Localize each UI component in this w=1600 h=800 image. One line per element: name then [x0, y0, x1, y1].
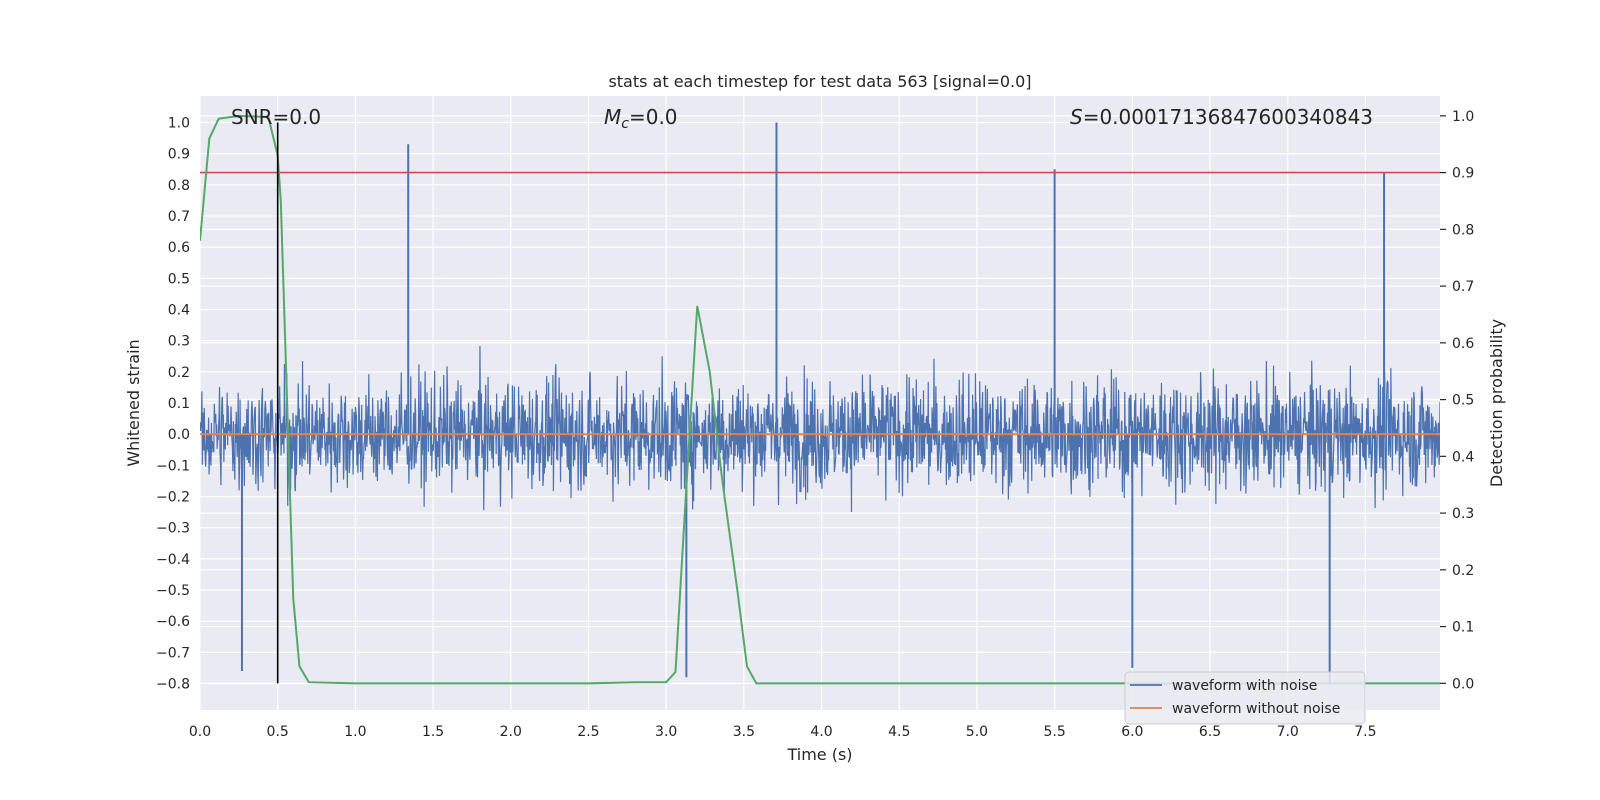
y-left-tick-label: 0.3: [168, 334, 190, 350]
x-tick-label: 4.0: [810, 724, 832, 740]
y-left-tick-label: 0.6: [168, 240, 190, 256]
legend-label-noise: waveform with noise: [1172, 678, 1317, 694]
x-tick-label: 5.0: [966, 724, 988, 740]
y-left-tick-label: 0.1: [168, 396, 190, 412]
y-left-tick-label: −0.2: [156, 490, 190, 506]
y-left-tick-label: −0.8: [156, 677, 190, 693]
legend: waveform with noise waveform without noi…: [1124, 671, 1366, 725]
y-right-tick-label: 0.6: [1452, 336, 1474, 352]
y-left-tick-label: 0.2: [168, 365, 190, 381]
y-left-tick-label: −0.3: [156, 521, 190, 537]
y-left-tick-label: 0.0: [168, 427, 190, 443]
x-tick-label: 4.5: [888, 724, 910, 740]
y-axis-left-ticks: −0.8 −0.7 −0.6 −0.5 −0.4 −0.3 −0.2 −0.1 0.0 0.1 0.…: [156, 115, 190, 692]
x-tick-label: 2.5: [577, 724, 599, 740]
x-axis-label: Time (s): [786, 745, 852, 764]
y-left-tick-label: −0.7: [156, 645, 190, 661]
y-right-tick-label: 0.0: [1452, 676, 1474, 692]
chart-title: stats at each timestep for test data 563…: [608, 72, 1031, 91]
x-tick-label: 7.0: [1277, 724, 1299, 740]
x-tick-label: 6.5: [1199, 724, 1221, 740]
legend-box: [1124, 671, 1366, 725]
y-right-tick-label: 0.1: [1452, 620, 1474, 636]
y-left-tick-label: 0.9: [168, 147, 190, 163]
x-tick-label: 2.0: [500, 724, 522, 740]
x-tick-label: 3.5: [733, 724, 755, 740]
y-right-tick-label: 0.7: [1452, 279, 1474, 295]
y-right-tick-label: 1.0: [1452, 109, 1474, 125]
y-right-tick-label: 0.5: [1452, 393, 1474, 409]
mc-symbol: M: [604, 105, 621, 129]
mc-value: =0.0: [629, 105, 678, 129]
mc-annotation: Mc=0.0: [604, 105, 678, 132]
x-tick-label: 1.5: [422, 724, 444, 740]
y-left-tick-label: −0.6: [156, 614, 190, 630]
x-tick-label: 6.0: [1121, 724, 1143, 740]
x-tick-label: 3.0: [655, 724, 677, 740]
y-left-tick-label: 0.4: [168, 302, 190, 318]
y-left-tick-label: 0.5: [168, 271, 190, 287]
y-right-tick-label: 0.9: [1452, 166, 1474, 182]
y-left-tick-label: 0.8: [168, 178, 190, 194]
y-right-tick-label: 0.3: [1452, 506, 1474, 522]
mc-subscript: c: [621, 116, 629, 132]
y-right-tick-label: 0.4: [1452, 449, 1474, 465]
y-left-tick-label: −0.1: [156, 458, 190, 474]
s-value: =0.00017136847600340843: [1083, 105, 1373, 129]
y-left-tick-label: −0.4: [156, 552, 190, 568]
series-waveform-with-noise: [200, 346, 1440, 512]
y-right-tick-label: 0.2: [1452, 563, 1474, 579]
x-tick-label: 7.5: [1354, 724, 1376, 740]
legend-label-clean: waveform without noise: [1172, 701, 1340, 717]
x-tick-label: 1.0: [344, 724, 366, 740]
y-axis-left-label: Whitened strain: [124, 339, 143, 466]
y-left-tick-label: −0.5: [156, 583, 190, 599]
s-symbol: S: [1070, 105, 1083, 129]
y-axis-right-label: Detection probability: [1487, 319, 1506, 487]
x-tick-label: 0.5: [267, 724, 289, 740]
y-left-tick-label: 1.0: [168, 115, 190, 131]
s-annotation: S=0.00017136847600340843: [1070, 105, 1373, 129]
snr-annotation: SNR=0.0: [231, 105, 321, 129]
x-tick-label: 0.0: [189, 724, 211, 740]
y-axis-right-ticks: 0.0 0.1 0.2 0.3 0.4 0.5 0.6 0.7 0.8 0.9 1.0: [1440, 109, 1474, 692]
noise-peaks: [240, 122, 1386, 684]
y-left-tick-label: 0.7: [168, 209, 190, 225]
y-right-tick-label: 0.8: [1452, 222, 1474, 238]
detection-probability-line: [200, 114, 1440, 685]
x-tick-label: 5.5: [1044, 724, 1066, 740]
x-axis-ticks: 0.0 0.5 1.0 1.5 2.0 2.5 3.0 3.5 4.0 4.5 5.0 5.5 6.0 6…: [189, 724, 1377, 740]
